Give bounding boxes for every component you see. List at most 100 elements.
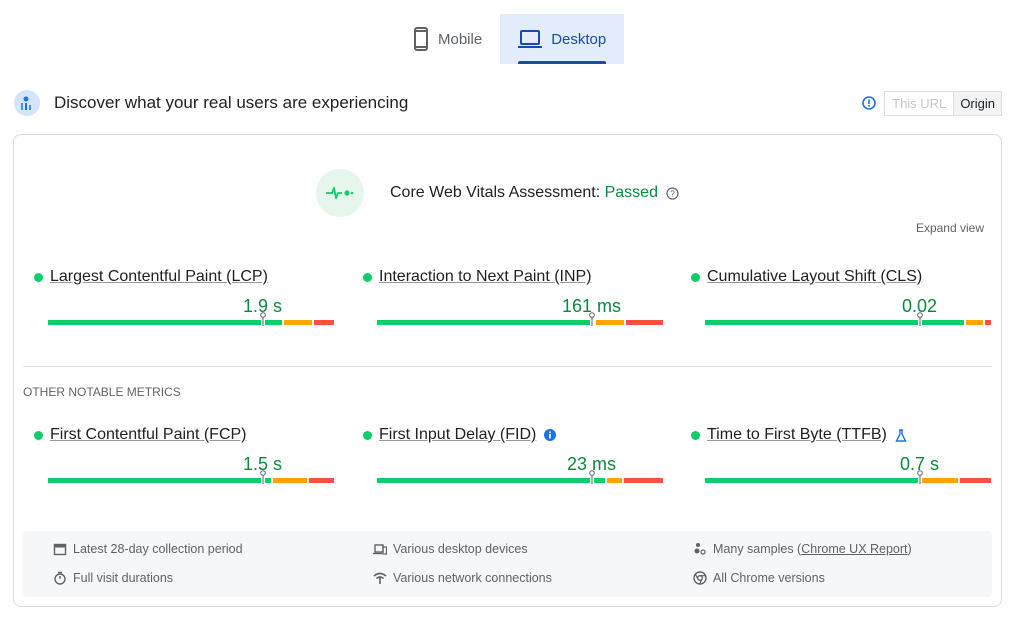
distribution-bar	[705, 478, 991, 483]
poor-segment	[626, 320, 663, 325]
devices: Various desktop devices	[373, 542, 528, 556]
distribution-bar	[48, 478, 334, 483]
metric-fcp: First Contentful Paint (FCP) 1.5 s	[34, 426, 334, 484]
samples: Many samples (Chrome UX Report)	[693, 542, 912, 556]
metric-lcp: Largest Contentful Paint (LCP) 1.9 s	[34, 268, 334, 326]
laptop-icon	[518, 30, 543, 48]
pulse-icon	[316, 169, 364, 217]
info-icon[interactable]	[862, 96, 876, 110]
stopwatch-icon	[54, 571, 66, 585]
poor-segment	[314, 320, 334, 325]
poor-segment	[985, 320, 991, 325]
distribution-bar	[48, 320, 334, 325]
metric-value: 161 ms	[561, 296, 622, 316]
p75-marker-icon	[916, 470, 924, 484]
samples-text: Many samples (Chrome UX Report)	[713, 542, 912, 556]
collection-period: Latest 28-day collection period	[53, 542, 243, 556]
p75-marker-icon	[588, 470, 596, 484]
p75-marker-icon	[259, 470, 267, 484]
chrome-ux-report-link[interactable]: Chrome UX Report	[801, 542, 908, 556]
p75-marker-icon	[588, 312, 596, 326]
distribution-bar	[705, 320, 991, 325]
samples-end: )	[907, 542, 912, 556]
network-icon	[373, 572, 387, 584]
metric-fid: First Input Delay (FID) 23 ms	[363, 426, 663, 484]
tab-label: Mobile	[438, 30, 483, 48]
metric-value: 1.9 s	[242, 296, 283, 316]
info-filled-icon[interactable]	[544, 429, 557, 441]
chrome-icon	[693, 571, 707, 585]
good-segment	[377, 478, 606, 483]
field-data-card: Core Web Vitals Assessment: Passed ? Exp…	[13, 134, 1002, 607]
poor-segment	[623, 478, 663, 483]
metric-value: 0.7 s	[899, 454, 940, 474]
visit-durations: Full visit durations	[53, 571, 173, 585]
chrome-versions: All Chrome versions	[693, 571, 825, 585]
status-dot	[363, 272, 372, 282]
experimental-flask-icon	[895, 428, 907, 442]
device-tabs: Mobile Desktop	[395, 14, 625, 64]
metric-cls: Cumulative Layout Shift (CLS) 0.02	[691, 268, 991, 326]
metric-link[interactable]: Interaction to Next Paint (INP)	[379, 268, 592, 285]
this-url-button[interactable]: This URL	[885, 91, 955, 115]
durations-text: Full visit durations	[73, 571, 174, 585]
metric-link[interactable]: First Input Delay (FID)	[379, 426, 537, 443]
origin-button[interactable]: Origin	[954, 91, 1001, 115]
tab-mobile[interactable]: Mobile	[395, 14, 500, 64]
metric-title: Cumulative Layout Shift (CLS)	[691, 268, 991, 286]
needs-improvement-segment	[607, 478, 622, 483]
divider	[23, 366, 992, 367]
metric-link[interactable]: Time to First Byte (TTFB)	[707, 426, 887, 443]
status-dot	[363, 430, 372, 440]
needs-improvement-segment	[921, 478, 958, 483]
metric-ttfb: Time to First Byte (TTFB) 0.7 s	[691, 426, 991, 484]
period-text: Latest 28-day collection period	[73, 542, 243, 556]
status-dot	[34, 272, 43, 282]
p75-marker-icon	[259, 312, 267, 326]
status-dot	[34, 430, 43, 440]
distribution-bar	[377, 320, 663, 325]
good-segment	[377, 320, 595, 325]
needs-improvement-segment	[284, 320, 313, 325]
metric-link[interactable]: Largest Contentful Paint (LCP)	[50, 268, 268, 285]
status-dot	[691, 272, 700, 282]
network: Various network connections	[373, 571, 552, 585]
status-dot	[691, 430, 700, 440]
calendar-icon	[53, 543, 67, 556]
devices-icon	[373, 544, 387, 555]
good-segment	[705, 478, 920, 483]
metric-value: 23 ms	[566, 454, 617, 474]
field-data-header: Discover what your real users are experi…	[14, 90, 1002, 116]
cwv-assessment: Core Web Vitals Assessment: Passed ?	[316, 169, 679, 217]
metric-value: 0.02	[901, 296, 938, 316]
url-origin-toggle: This URL Origin	[884, 90, 1002, 116]
poor-segment	[959, 478, 991, 483]
versions-text: All Chrome versions	[713, 571, 825, 585]
tab-label: Desktop	[551, 30, 607, 48]
network-text: Various network connections	[393, 571, 552, 585]
good-segment	[48, 478, 271, 483]
metric-title: Largest Contentful Paint (LCP)	[34, 268, 334, 286]
phone-icon	[414, 27, 428, 51]
p75-marker-icon	[916, 312, 924, 326]
assessment-text: Core Web Vitals Assessment: Passed	[390, 184, 658, 202]
poor-segment	[308, 478, 334, 483]
metric-link[interactable]: First Contentful Paint (FCP)	[50, 426, 247, 443]
tab-desktop[interactable]: Desktop	[500, 14, 625, 64]
needs-improvement-segment	[966, 320, 984, 325]
data-info-footer: Latest 28-day collection period Full vis…	[23, 531, 992, 597]
samples-icon	[694, 543, 706, 555]
samples-label: Many samples (	[713, 542, 802, 556]
good-segment	[705, 320, 965, 325]
metric-value: 1.5 s	[242, 454, 283, 474]
assessment-label: Core Web Vitals Assessment:	[390, 184, 605, 201]
distribution-bar	[377, 478, 663, 483]
users-chart-icon	[14, 90, 40, 116]
needs-improvement-segment	[272, 478, 307, 483]
metric-title: Interaction to Next Paint (INP)	[363, 268, 663, 286]
help-icon[interactable]: ?	[666, 186, 679, 200]
assessment-status: Passed	[604, 184, 658, 201]
metric-link[interactable]: Cumulative Layout Shift (CLS)	[707, 268, 923, 285]
expand-view-link[interactable]: Expand view	[915, 221, 984, 235]
needs-improvement-segment	[596, 320, 625, 325]
